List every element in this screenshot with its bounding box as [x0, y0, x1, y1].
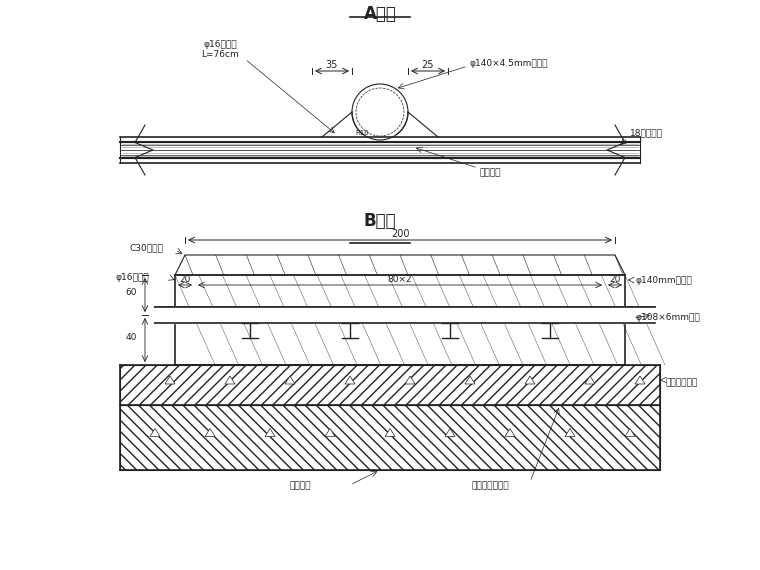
- Text: R10: R10: [355, 130, 369, 136]
- Text: φ108×6mm钙管: φ108×6mm钙管: [635, 313, 700, 322]
- Text: 25: 25: [422, 60, 434, 70]
- Text: φ16固定锥
L=76cm: φ16固定锥 L=76cm: [201, 39, 239, 59]
- Text: 35: 35: [326, 60, 338, 70]
- Text: 80×2: 80×2: [388, 275, 413, 284]
- Text: 岁道钉筋台衷础: 岁道钉筋台衷础: [471, 481, 508, 490]
- Polygon shape: [205, 429, 215, 437]
- Polygon shape: [445, 429, 455, 437]
- Text: 18号工字钙: 18号工字钙: [630, 128, 663, 137]
- Polygon shape: [505, 429, 515, 437]
- Polygon shape: [345, 376, 355, 384]
- Polygon shape: [225, 376, 235, 384]
- Text: 200: 200: [391, 229, 409, 239]
- Text: φ16固定锥: φ16固定锥: [115, 273, 149, 282]
- Text: A大样: A大样: [363, 5, 397, 23]
- Polygon shape: [525, 376, 535, 384]
- Polygon shape: [625, 429, 635, 437]
- Polygon shape: [565, 429, 575, 437]
- Text: 20: 20: [610, 275, 621, 284]
- Text: 60: 60: [125, 288, 137, 297]
- Text: B大样: B大样: [364, 212, 396, 230]
- Polygon shape: [265, 429, 275, 437]
- Polygon shape: [120, 142, 640, 158]
- Polygon shape: [465, 376, 475, 384]
- Polygon shape: [285, 376, 295, 384]
- Text: C30混护浆: C30混护浆: [130, 243, 164, 252]
- Text: 双面焊接: 双面焊接: [480, 168, 502, 177]
- Polygon shape: [150, 429, 160, 437]
- Polygon shape: [325, 429, 335, 437]
- Text: 岁道初期支护: 岁道初期支护: [665, 378, 697, 387]
- Text: 明洞衷础: 明洞衷础: [290, 481, 311, 490]
- Polygon shape: [385, 429, 395, 437]
- Polygon shape: [585, 376, 595, 384]
- Text: 40: 40: [125, 333, 137, 342]
- Polygon shape: [635, 376, 645, 384]
- Polygon shape: [175, 255, 625, 275]
- Text: 20: 20: [179, 275, 191, 284]
- Text: φ140mm孔口管: φ140mm孔口管: [635, 276, 692, 285]
- Polygon shape: [405, 376, 415, 384]
- Polygon shape: [165, 376, 175, 384]
- Text: φ140×4.5mm孔口管: φ140×4.5mm孔口管: [470, 59, 549, 68]
